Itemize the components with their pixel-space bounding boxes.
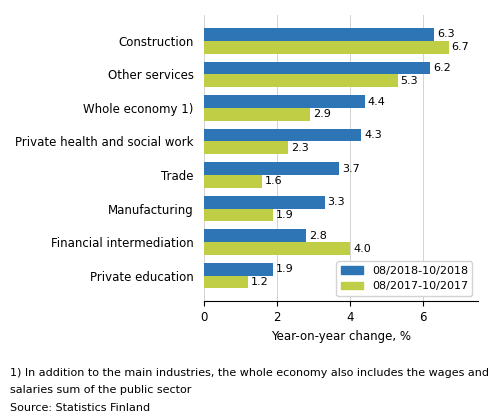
Text: 1.6: 1.6 (265, 176, 283, 186)
Bar (204, 95, 365, 108)
Bar (204, 74, 397, 87)
Bar (204, 263, 273, 276)
Text: 6.3: 6.3 (437, 30, 455, 40)
Text: Source: Statistics Finland: Source: Statistics Finland (10, 403, 150, 413)
Text: 2.3: 2.3 (291, 143, 309, 153)
Text: 1) In addition to the main industries, the whole economy also includes the wages: 1) In addition to the main industries, t… (10, 368, 489, 378)
Bar (204, 229, 306, 242)
Bar (204, 242, 350, 255)
Bar (204, 62, 430, 74)
Bar (204, 41, 449, 54)
Text: 4.3: 4.3 (364, 130, 382, 140)
Text: 2.9: 2.9 (313, 109, 331, 119)
Bar (204, 108, 310, 121)
Bar (204, 141, 288, 154)
Bar (204, 28, 434, 41)
Legend: 08/2018-10/2018, 08/2017-10/2017: 08/2018-10/2018, 08/2017-10/2017 (336, 262, 472, 296)
Text: 4.0: 4.0 (353, 243, 371, 253)
Bar (204, 129, 361, 141)
Text: 1.2: 1.2 (251, 277, 269, 287)
Bar (204, 276, 248, 288)
Text: 3.3: 3.3 (327, 197, 345, 207)
Bar (204, 208, 273, 221)
Text: 2.8: 2.8 (309, 231, 327, 241)
Text: 1.9: 1.9 (276, 210, 294, 220)
Bar (204, 196, 324, 208)
Text: 1.9: 1.9 (276, 264, 294, 274)
Bar (204, 175, 262, 188)
Bar (204, 162, 339, 175)
Text: 6.2: 6.2 (433, 63, 451, 73)
Text: 3.7: 3.7 (342, 163, 360, 173)
Text: 4.4: 4.4 (368, 97, 386, 106)
X-axis label: Year-on-year change, %: Year-on-year change, % (271, 330, 411, 343)
Text: 5.3: 5.3 (400, 76, 418, 86)
Text: 6.7: 6.7 (452, 42, 469, 52)
Text: salaries sum of the public sector: salaries sum of the public sector (10, 385, 191, 395)
